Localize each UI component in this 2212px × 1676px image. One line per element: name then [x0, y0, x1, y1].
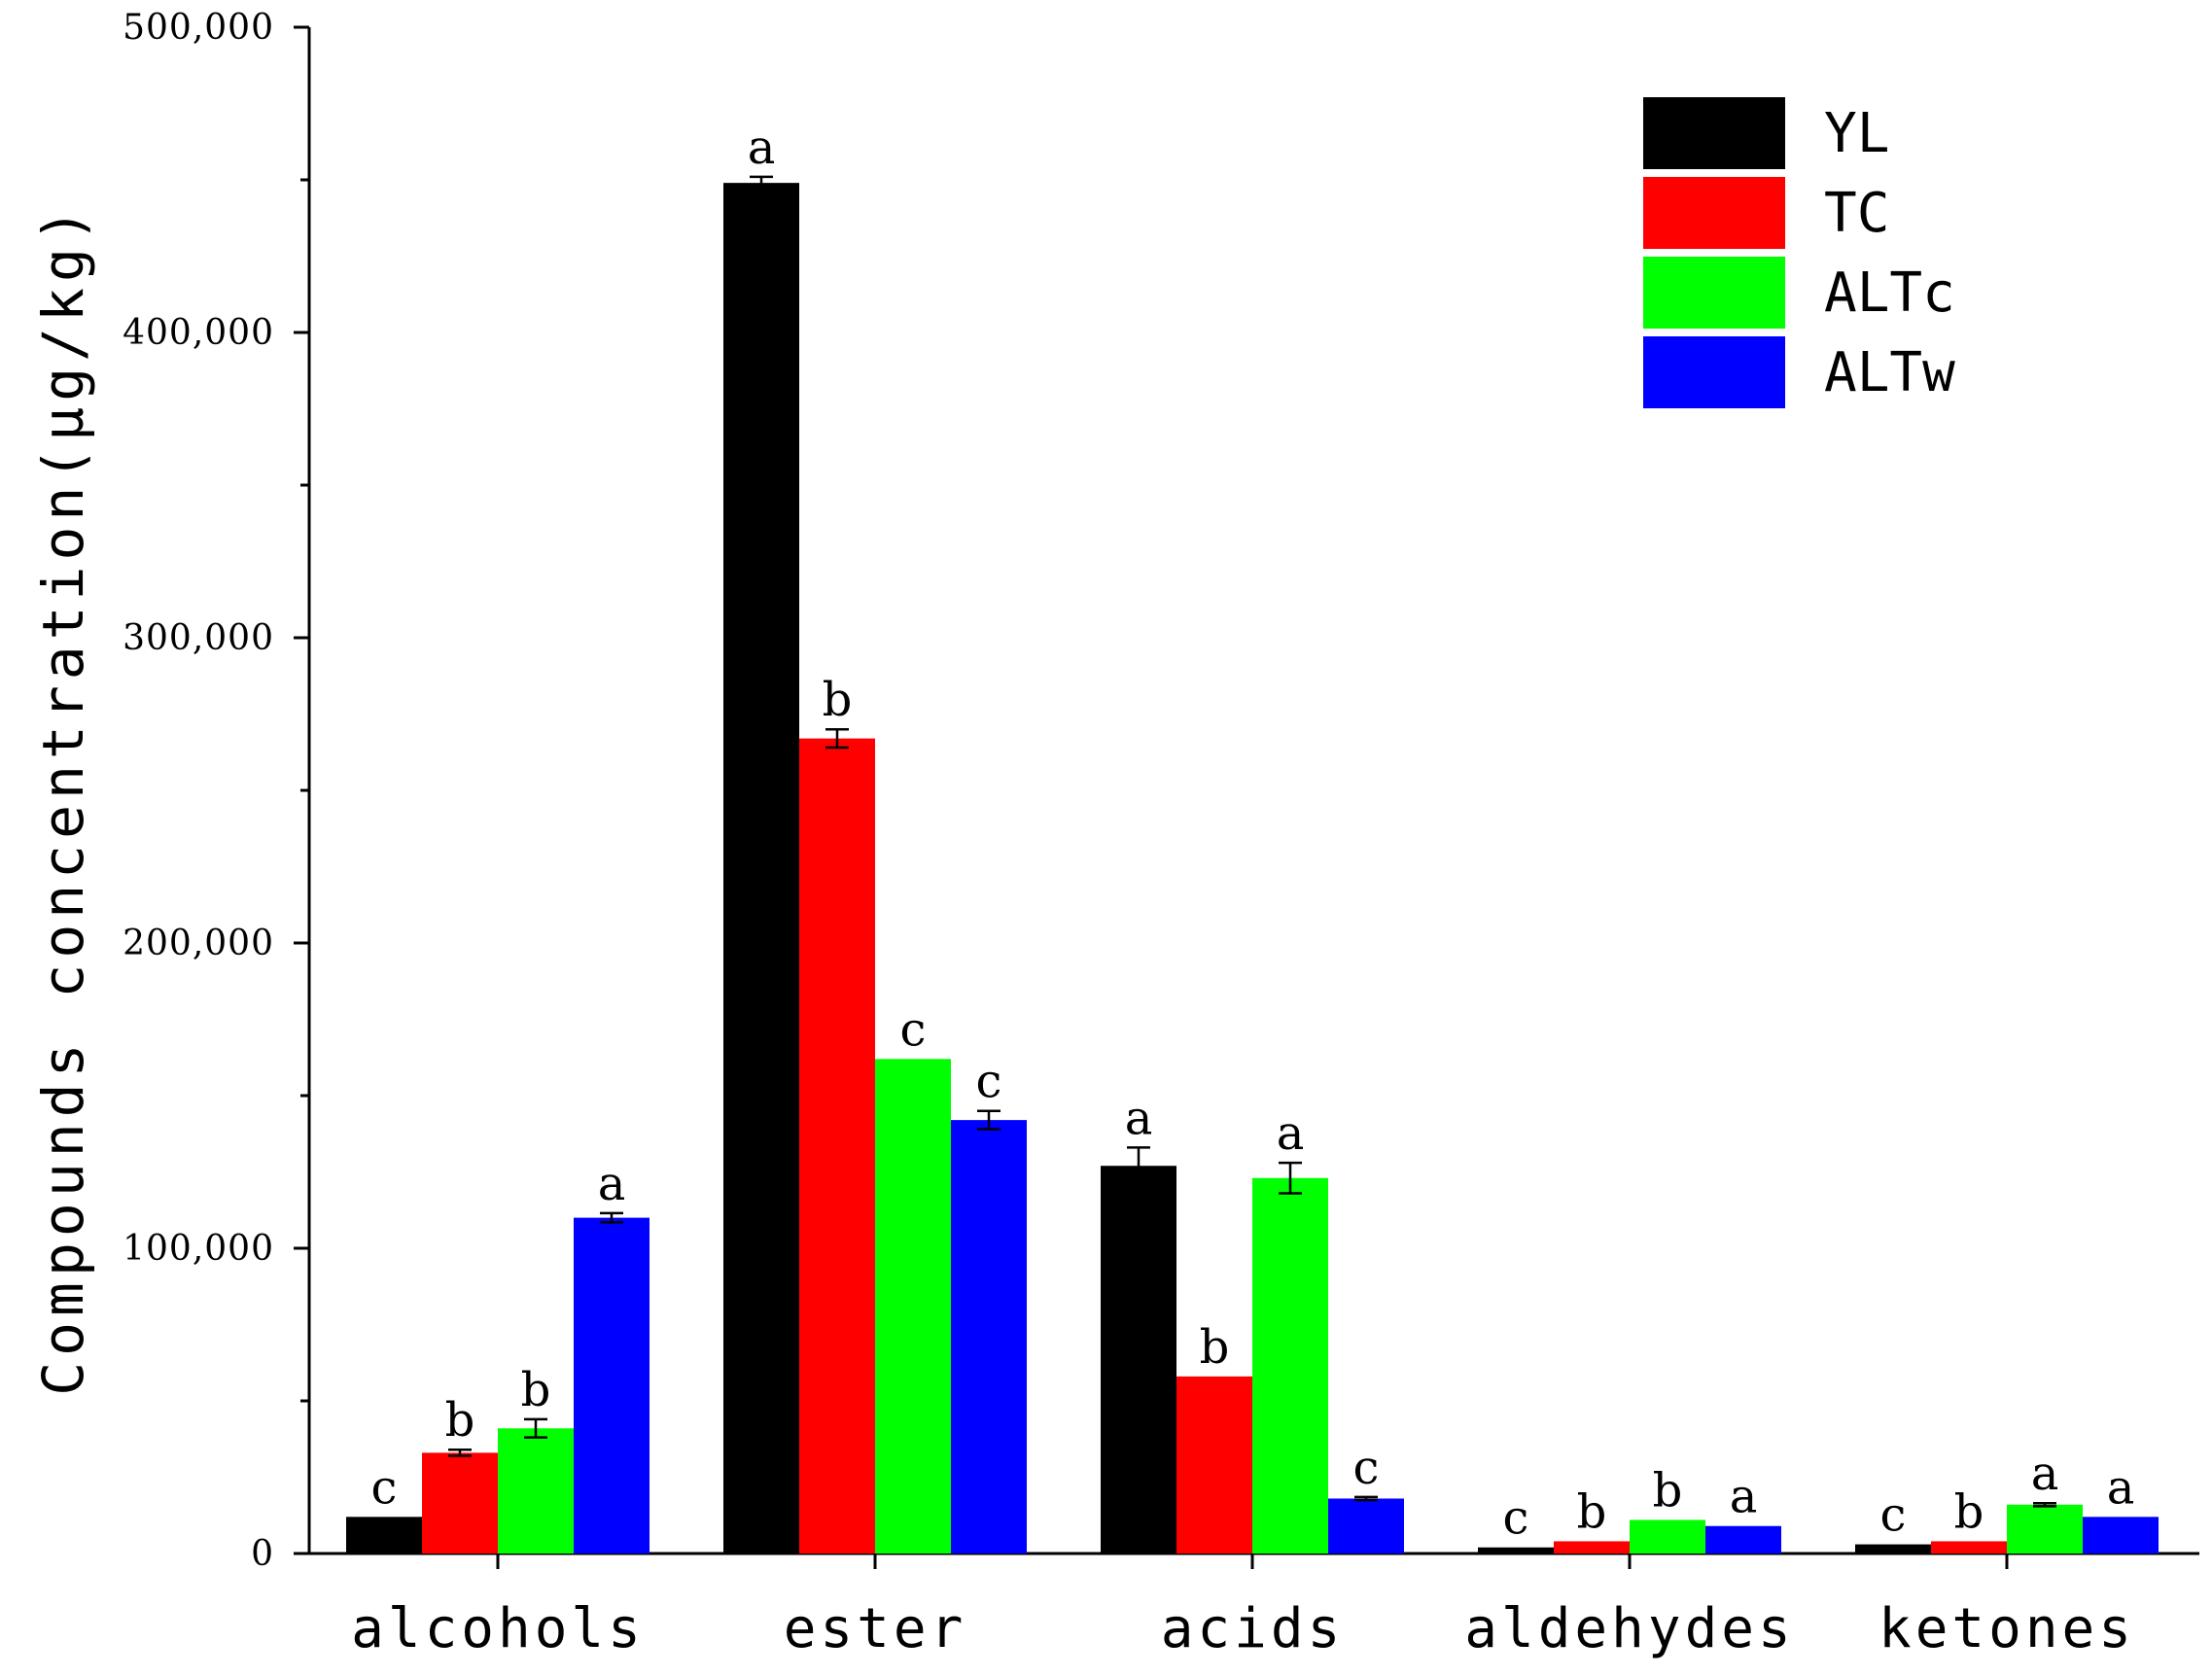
- bar-altc-ketones: [2007, 1504, 2083, 1554]
- bar-tc-ester: [799, 738, 875, 1554]
- y-tick-label: 300,000: [123, 618, 274, 658]
- legend-swatch-tc: [1643, 177, 1785, 249]
- significance-label: a: [1277, 1106, 1305, 1161]
- axes: 0 100,000 200,000 300,000 400,000 500,000 alco…: [123, 8, 2199, 1660]
- bar-yl-alcohols: [346, 1517, 422, 1554]
- bar-yl-aldehydes: [1478, 1547, 1554, 1554]
- y-axis-label: Compounds concentration(μg/kg): [30, 202, 96, 1396]
- bar-yl-ester: [723, 183, 799, 1554]
- bar-altw-alcohols: [574, 1217, 650, 1554]
- significance-label: b: [445, 1393, 475, 1448]
- legend-swatch-yl: [1643, 97, 1785, 169]
- significance-label: a: [1125, 1091, 1153, 1145]
- y-tick-label: 200,000: [123, 924, 274, 963]
- bar-tc-aldehydes: [1554, 1541, 1630, 1554]
- significance-label: c: [1353, 1441, 1380, 1495]
- x-category-label: ester: [784, 1597, 967, 1660]
- bar-altw-ketones: [2083, 1517, 2159, 1554]
- significance-label: a: [1730, 1470, 1758, 1524]
- significance-label: b: [1577, 1484, 1607, 1539]
- legend-label-yl: YL: [1824, 102, 1889, 165]
- x-category-label: acids: [1161, 1597, 1345, 1660]
- legend-label-altw: ALTw: [1824, 341, 1955, 404]
- x-category-label: alcohols: [351, 1597, 645, 1660]
- significance-label: c: [1503, 1491, 1529, 1546]
- significance-label: c: [371, 1460, 398, 1515]
- legend-swatch-altw: [1643, 336, 1785, 408]
- legend-label-altc: ALTc: [1824, 262, 1955, 325]
- significance-label: a: [2031, 1447, 2059, 1501]
- y-tick-label: 400,000: [123, 313, 274, 353]
- bar-tc-ketones: [1931, 1541, 2007, 1554]
- y-tick-label: 0: [251, 1534, 274, 1574]
- bar-altc-ester: [875, 1059, 951, 1554]
- bar-tc-acids: [1176, 1376, 1252, 1554]
- bar-altc-aldehydes: [1630, 1519, 1705, 1554]
- bar-altw-acids: [1328, 1498, 1404, 1554]
- significance-label: b: [1200, 1320, 1230, 1375]
- significance-label: b: [823, 673, 853, 727]
- bar-altc-acids: [1252, 1177, 1328, 1554]
- y-tick-label: 100,000: [123, 1229, 274, 1269]
- significance-label: c: [900, 1002, 927, 1057]
- bar-altw-ester: [951, 1120, 1027, 1554]
- bar-tc-alcohols: [422, 1452, 498, 1554]
- bar-altc-alcohols: [498, 1428, 574, 1554]
- x-category-label: ketones: [1878, 1597, 2135, 1660]
- significance-label: c: [1880, 1488, 1907, 1543]
- significance-label: a: [598, 1157, 626, 1211]
- significance-label: a: [2107, 1460, 2135, 1515]
- significance-label: a: [748, 121, 776, 175]
- y-tick-label: 500,000: [123, 8, 274, 48]
- legend-label-tc: TC: [1824, 182, 1889, 245]
- bar-yl-ketones: [1855, 1544, 1931, 1554]
- significance-label: b: [521, 1363, 551, 1417]
- bar-altw-aldehydes: [1705, 1525, 1781, 1554]
- significance-label: b: [1653, 1463, 1683, 1518]
- bar-yl-acids: [1101, 1166, 1176, 1554]
- significance-label: b: [1954, 1484, 1984, 1539]
- significance-label: c: [976, 1055, 1002, 1109]
- legend: YL TC ALTc ALTw: [1643, 97, 1955, 408]
- legend-swatch-altc: [1643, 257, 1785, 329]
- x-category-label: aldehydes: [1464, 1597, 1794, 1660]
